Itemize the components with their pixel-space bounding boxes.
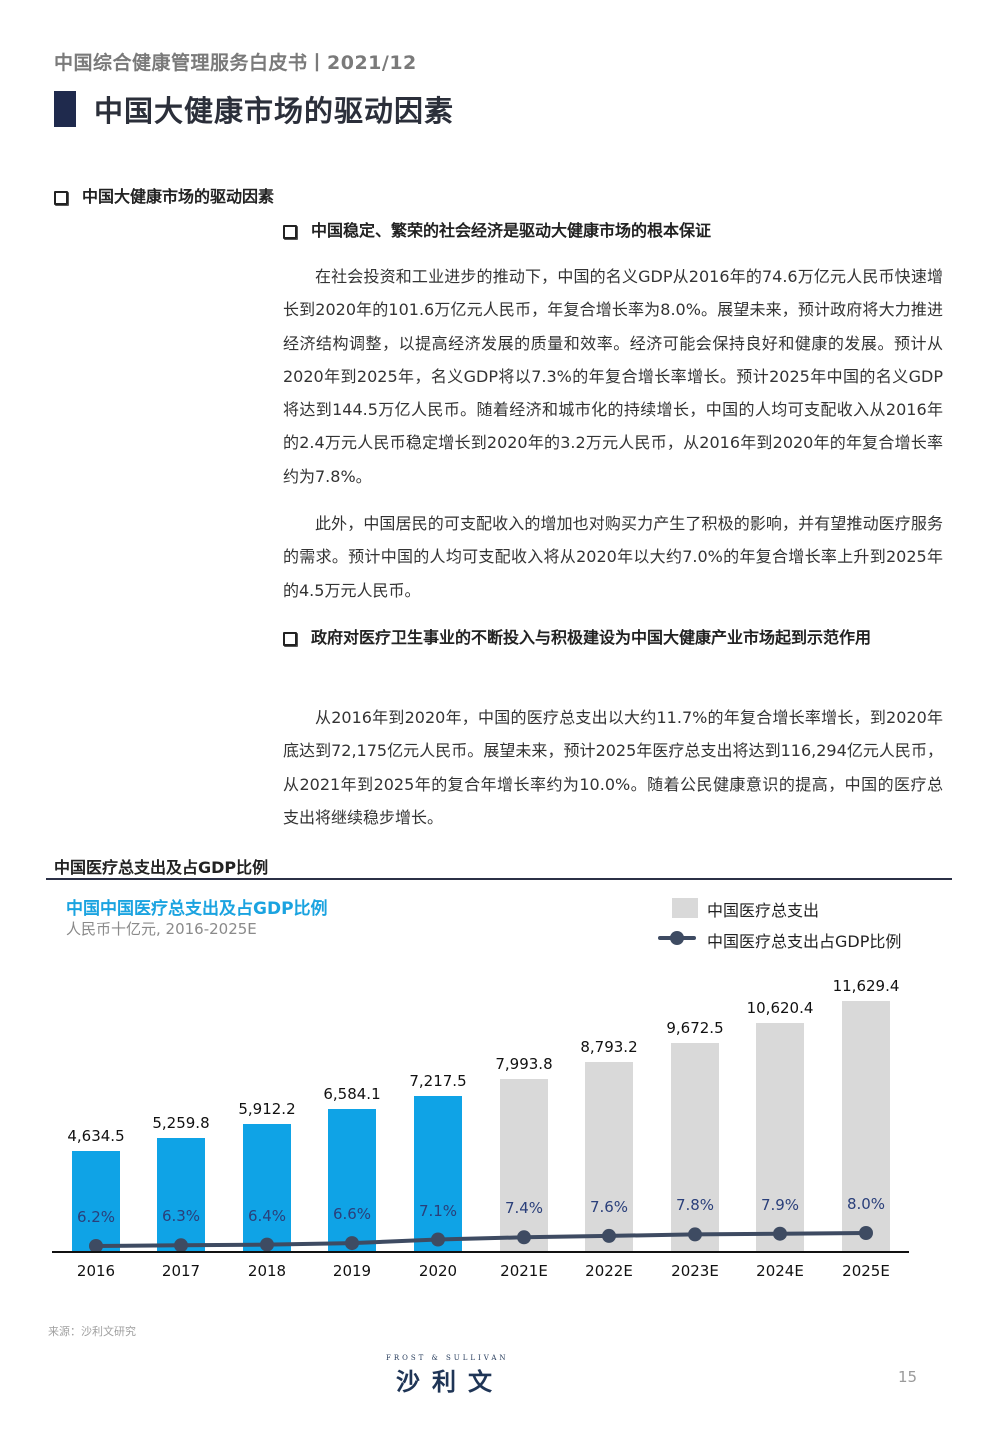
x-axis-tick-label: 2019 — [332, 1262, 372, 1280]
bar-value-label: 5,912.2 — [238, 1099, 296, 1118]
gdp-ratio-label: 7.9% — [760, 1195, 800, 1214]
legend-bar-label: 中国医疗总支出 — [707, 901, 820, 920]
bar-2020 — [414, 1095, 462, 1251]
x-axis-line — [52, 1251, 909, 1253]
section-heading-text: 中国大健康市场的驱动因素 — [82, 187, 275, 206]
line-marker-icon — [688, 1227, 702, 1242]
bar-value-label: 7,217.5 — [409, 1071, 467, 1090]
document-header: 中国综合健康管理服务白皮书丨2021/12 — [54, 52, 417, 74]
x-axis-tick-label: 2024E — [756, 1262, 804, 1280]
legend-line-label: 中国医疗总支出占GDP比例 — [707, 932, 902, 951]
bar-value-label: 5,259.8 — [152, 1113, 210, 1132]
bar-value-label: 7,993.8 — [495, 1055, 553, 1074]
gdp-ratio-label: 6.6% — [332, 1205, 372, 1224]
bar-2016 — [72, 1151, 120, 1251]
chart-subtitle: 人民币十亿元, 2016-2025E — [66, 920, 257, 938]
logo-chinese-text: 沙利文 — [396, 1368, 504, 1396]
checkbox-bullet-icon — [283, 631, 297, 646]
line-marker-icon — [260, 1237, 274, 1252]
chart-section-heading: 中国医疗总支出及占GDP比例 — [54, 858, 269, 877]
subsection-heading-text: 中国稳定、繁荣的社会经济是驱动大健康市场的根本保证 — [311, 221, 712, 240]
x-axis-tick-label: 2018 — [247, 1262, 287, 1280]
gdp-ratio-label: 7.4% — [504, 1199, 544, 1218]
gdp-ratio-label: 6.3% — [161, 1207, 201, 1226]
checkbox-bullet-icon — [54, 190, 68, 205]
gdp-ratio-label: 7.6% — [589, 1197, 629, 1216]
line-marker-icon — [602, 1228, 616, 1243]
legend-bar-swatch — [672, 898, 698, 918]
subsection-heading-text: 政府对医疗卫生事业的不断投入与积极建设为中国大健康产业市场起到示范作用 — [311, 628, 872, 647]
gdp-ratio-label: 8.0% — [846, 1195, 886, 1213]
logo-english-text: FROST & SULLIVAN — [386, 1354, 509, 1362]
bar-2018 — [243, 1123, 291, 1251]
bar-value-label: 9,672.5 — [666, 1019, 724, 1038]
bar-2017 — [157, 1137, 205, 1251]
paragraph-health-expenditure: 从2016年到2020年，中国的医疗总支出以大约11.7%的年复合增长率增长，到… — [283, 708, 943, 827]
chart-divider — [46, 878, 952, 880]
bar-2024E — [756, 1022, 804, 1251]
line-marker-icon — [174, 1238, 188, 1253]
bar-value-label: 4,634.5 — [67, 1127, 125, 1146]
title-accent-block — [54, 91, 76, 127]
paragraph-income: 此外，中国居民的可支配收入的增加也对购买力产生了积极的影响，并有望推动医疗服务的… — [283, 514, 943, 600]
bar-2023E — [671, 1043, 719, 1251]
x-axis-tick-label: 2023E — [671, 1262, 719, 1280]
line-marker-icon — [859, 1226, 873, 1240]
x-axis-tick-label: 2022E — [585, 1262, 633, 1280]
bar-value-label: 8,793.2 — [580, 1037, 638, 1056]
checkbox-bullet-icon — [283, 224, 297, 239]
line-marker-icon — [345, 1236, 359, 1251]
bar-2022E — [585, 1061, 633, 1251]
x-axis-tick-label: 2016 — [76, 1262, 116, 1280]
x-axis-tick-label: 2025E — [842, 1262, 890, 1280]
line-marker-icon — [517, 1230, 531, 1245]
source-note: 来源：沙利文研究 — [48, 1325, 136, 1338]
legend-line-marker-icon — [670, 931, 684, 945]
gdp-ratio-label: 7.1% — [418, 1201, 458, 1220]
subsection-heading-government: 政府对医疗卫生事业的不断投入与积极建设为中国大健康产业市场起到示范作用 — [283, 621, 943, 654]
gdp-ratio-label: 6.4% — [247, 1206, 287, 1225]
section-heading: 中国大健康市场的驱动因素 — [54, 183, 274, 207]
x-axis-tick-label: 2017 — [161, 1262, 201, 1280]
subsection-heading-economy: 中国稳定、繁荣的社会经济是驱动大健康市场的根本保证 — [283, 214, 943, 247]
page-number: 15 — [898, 1368, 918, 1386]
bar-value-label: 10,620.4 — [746, 998, 814, 1017]
line-marker-icon — [431, 1232, 445, 1247]
bar-2019 — [328, 1109, 376, 1251]
bar-value-label: 11,629.4 — [832, 977, 900, 995]
bar-2021E — [500, 1079, 548, 1251]
line-marker-icon — [89, 1239, 103, 1253]
page-title: 中国大健康市场的驱动因素 — [94, 94, 455, 128]
bar-value-label: 6,584.1 — [323, 1085, 381, 1104]
gdp-ratio-label: 6.2% — [76, 1208, 116, 1226]
line-marker-icon — [773, 1226, 787, 1241]
x-axis-tick-label: 2021E — [500, 1262, 548, 1280]
gdp-ratio-label: 7.8% — [675, 1196, 715, 1215]
bar-2025E — [842, 1001, 890, 1251]
paragraph-gdp: 在社会投资和工业进步的推动下，中国的名义GDP从2016年的74.6万亿元人民币… — [283, 267, 943, 486]
chart-title: 中国中国医疗总支出及占GDP比例 — [66, 899, 328, 919]
x-axis-tick-label: 2020 — [418, 1262, 458, 1280]
